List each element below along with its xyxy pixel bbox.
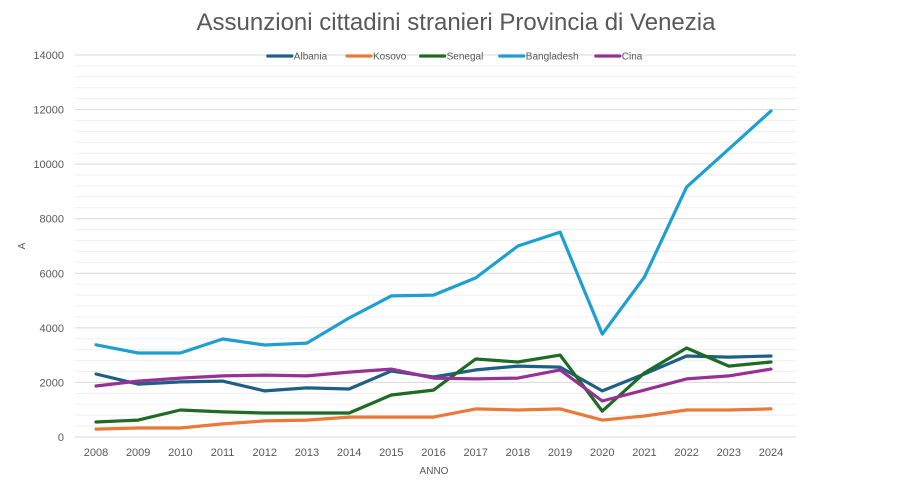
x-tick-label: 2018	[506, 447, 530, 459]
series-line-kosovo	[94, 407, 773, 431]
y-tick-label: 6000	[40, 268, 64, 280]
legend-item-albania[interactable]: Albania	[266, 52, 328, 63]
series-line-albania	[94, 354, 773, 393]
legend-label: Kosovo	[373, 52, 407, 63]
x-tick-label: 2019	[548, 447, 572, 459]
chart-title: Assunzioni cittadini stranieri Provincia…	[197, 9, 717, 36]
y-tick-label: 2000	[40, 377, 64, 389]
y-axis-label: A	[17, 242, 28, 249]
x-tick-label: 2016	[421, 447, 445, 459]
x-tick-label: 2013	[295, 447, 319, 459]
legend-label: Senegal	[447, 52, 484, 63]
x-axis-label: ANNO	[420, 466, 449, 477]
y-axis-ticks: 0 2000 4000 6000 8000 10000 12000 14000	[33, 50, 64, 444]
x-tick-label: 2014	[337, 447, 361, 459]
y-tick-label: 8000	[40, 214, 64, 226]
legend-label: Bangladesh	[526, 52, 579, 63]
y-tick-label: 12000	[33, 105, 64, 117]
x-tick-label: 2015	[379, 447, 403, 459]
x-tick-label: 2023	[717, 447, 741, 459]
legend-item-cina[interactable]: Cina	[594, 52, 643, 63]
legend-item-kosovo[interactable]: Kosovo	[345, 52, 407, 63]
x-tick-label: 2022	[674, 447, 698, 459]
series-line-senegal	[94, 346, 773, 424]
series-line-cina	[94, 367, 773, 403]
x-tick-label: 2012	[253, 447, 277, 459]
y-tick-label: 4000	[40, 323, 64, 335]
legend-item-bangladesh[interactable]: Bangladesh	[498, 52, 579, 63]
x-tick-label: 2008	[84, 447, 108, 459]
x-tick-label: 2017	[463, 447, 487, 459]
x-tick-label: 2010	[168, 447, 192, 459]
legend-label: Cina	[622, 52, 643, 63]
x-tick-label: 2011	[211, 447, 235, 459]
legend: Albania Kosovo Senegal Bangladesh Cina	[266, 52, 643, 63]
legend-label: Albania	[294, 52, 328, 63]
y-tick-label: 0	[58, 432, 64, 444]
x-tick-label: 2009	[126, 447, 150, 459]
legend-item-senegal[interactable]: Senegal	[419, 52, 484, 63]
x-tick-label: 2021	[632, 447, 656, 459]
x-axis-ticks: 2008 2009 2010 2011 2012 2013 2014 2015 2016 2017…	[84, 447, 783, 459]
y-tick-label: 10000	[33, 159, 64, 171]
series-line-bangladesh	[94, 109, 773, 355]
y-tick-label: 14000	[33, 50, 64, 62]
x-tick-label: 2020	[590, 447, 614, 459]
series-lines	[94, 109, 773, 431]
x-tick-label: 2024	[759, 447, 783, 459]
